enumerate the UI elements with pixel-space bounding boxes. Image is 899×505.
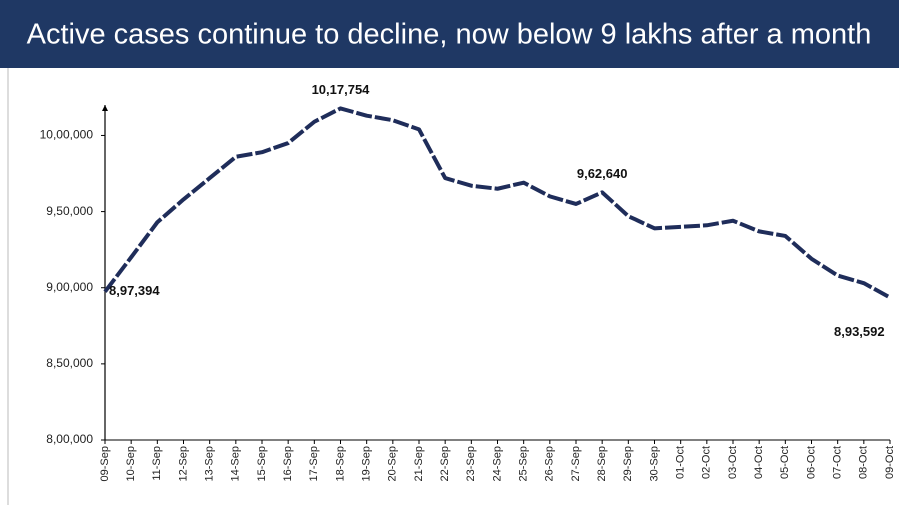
x-tick-label: 06-Oct (805, 446, 817, 479)
x-tick-label: 07-Oct (832, 446, 844, 479)
y-axis-arrow (102, 105, 108, 111)
x-tick-label: 12-Sep (177, 446, 189, 481)
line-series (103, 106, 891, 300)
x-tick-label: 23-Sep (465, 446, 477, 481)
x-tick-label: 10-Sep (125, 446, 137, 481)
x-tick-label: 04-Oct (753, 446, 765, 479)
x-tick-label: 09-Sep (99, 446, 111, 481)
x-tick-label: 29-Sep (622, 446, 634, 481)
chart-title: Active cases continue to decline, now be… (27, 19, 872, 51)
data-label: 9,62,640 (577, 166, 628, 181)
x-tick-label: 30-Sep (648, 446, 660, 481)
title-bar (0, 0, 899, 68)
x-tick-label: 09-Oct (884, 446, 896, 479)
y-tick-label: 8,50,000 (46, 356, 93, 370)
x-tick-label: 05-Oct (779, 446, 791, 479)
x-tick-label: 16-Sep (282, 446, 294, 481)
x-tick-label: 18-Sep (334, 446, 346, 481)
x-tick-label: 25-Sep (518, 446, 530, 481)
y-tick-label: 8,00,000 (46, 432, 93, 446)
x-tick-label: 27-Sep (570, 446, 582, 481)
x-tick-label: 22-Sep (439, 446, 451, 481)
x-tick-label: 15-Sep (256, 446, 268, 481)
x-tick-label: 26-Sep (544, 446, 556, 481)
y-tick-label: 9,50,000 (46, 204, 93, 218)
x-tick-label: 01-Oct (675, 446, 687, 479)
y-tick-label: 10,00,000 (40, 128, 94, 142)
x-tick-label: 19-Sep (361, 446, 373, 481)
data-label: 8,93,592 (834, 324, 885, 339)
x-tick-label: 24-Sep (491, 446, 503, 481)
x-tick-label: 11-Sep (151, 446, 163, 481)
x-tick-label: 21-Sep (413, 446, 425, 481)
x-tick-label: 14-Sep (230, 446, 242, 481)
x-tick-label: 08-Oct (858, 446, 870, 479)
x-tick-label: 28-Sep (596, 446, 608, 481)
x-tick-label: 20-Sep (387, 446, 399, 481)
data-label: 8,97,394 (109, 283, 160, 298)
x-tick-label: 02-Oct (701, 446, 713, 479)
y-tick-label: 9,00,000 (46, 280, 93, 294)
x-tick-label: 03-Oct (727, 446, 739, 479)
data-label: 10,17,754 (312, 82, 371, 97)
x-tick-label: 17-Sep (308, 446, 320, 481)
x-tick-label: 13-Sep (204, 446, 216, 481)
